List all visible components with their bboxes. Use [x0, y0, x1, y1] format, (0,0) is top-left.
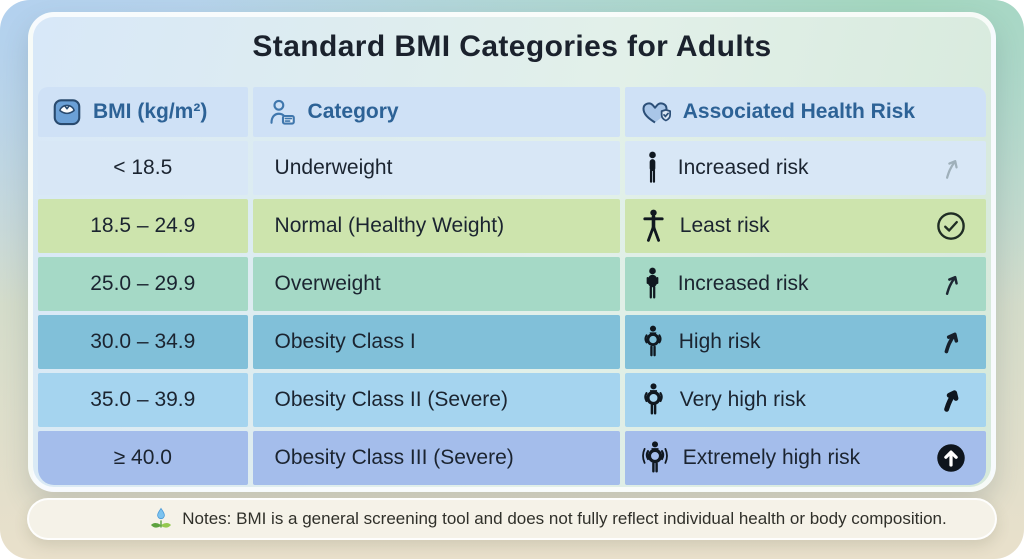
category-cell: Obesity Class II (Severe) — [252, 373, 620, 427]
risk-label: High risk — [678, 330, 761, 353]
bmi-range-cell: 30.0 – 34.9 — [38, 315, 248, 369]
table-row: ≥ 40.0 Obesity Class III (Severe) Extremel… — [38, 431, 986, 485]
table-row: 25.0 – 29.9 Overweight Increased risk — [38, 257, 986, 311]
person-arms-out-icon — [641, 209, 666, 243]
person-belly-icon — [641, 325, 665, 359]
category-cell: Normal (Healthy Weight) — [252, 199, 620, 253]
risk-label: Very high risk — [679, 388, 806, 411]
person-card-icon — [267, 97, 297, 127]
category-cell: Underweight — [252, 141, 620, 195]
page-title: Standard BMI Categories for Adults — [252, 30, 772, 63]
table-row: < 18.5 Underweight Increased risk — [38, 141, 986, 195]
health-risk-cell: Very high risk — [624, 373, 986, 427]
table-row: 35.0 – 39.9 Obesity Class II (Severe) Very… — [38, 373, 986, 427]
health-risk-cell: Increased risk — [624, 141, 986, 195]
sprout-drop-icon — [149, 507, 173, 531]
category-cell: Overweight — [252, 257, 620, 311]
health-risk-cell: Extremely high risk — [624, 431, 986, 485]
health-risk-cell: Least risk — [624, 199, 986, 253]
bmi-card: Standard BMI Categories for Adults BMI (… — [28, 12, 996, 492]
heart-shield-icon — [639, 97, 672, 127]
note-text: Notes: BMI is a general screening tool a… — [182, 509, 947, 528]
arrow-circle-up-icon — [936, 443, 966, 473]
table-row: 30.0 – 34.9 Obesity Class I High risk — [38, 315, 986, 369]
person-mid-icon — [641, 267, 664, 301]
trend-up-icon — [939, 271, 966, 298]
person-belly-rings-icon — [641, 441, 669, 475]
person-thin-icon — [641, 151, 664, 185]
header-label: BMI (kg/m²) — [93, 100, 208, 123]
header-cell-1: Category — [252, 87, 620, 137]
trend-up-bold-icon — [938, 328, 966, 356]
header-label: Associated Health Risk — [682, 100, 916, 123]
health-risk-cell: High risk — [624, 315, 986, 369]
bmi-table: BMI (kg/m²) Category Associated Health Ris… — [38, 87, 986, 489]
risk-label: Increased risk — [677, 156, 809, 179]
person-belly-large-icon — [641, 383, 666, 417]
trend-up-light-icon — [939, 155, 966, 182]
risk-label: Least risk — [679, 214, 770, 237]
category-cell: Obesity Class III (Severe) — [252, 431, 620, 485]
check-circle-icon — [936, 211, 966, 241]
header-cell-0: BMI (kg/m²) — [38, 87, 248, 137]
table-header-row: BMI (kg/m²) Category Associated Health Ris… — [38, 87, 986, 137]
risk-label: Increased risk — [677, 272, 809, 295]
bmi-range-cell: < 18.5 — [38, 141, 248, 195]
bmi-range-cell: 25.0 – 29.9 — [38, 257, 248, 311]
scale-icon — [52, 97, 82, 127]
category-cell: Obesity Class I — [252, 315, 620, 369]
risk-label: Extremely high risk — [682, 446, 861, 469]
health-risk-cell: Increased risk — [624, 257, 986, 311]
trend-up-heavy-icon — [938, 386, 966, 414]
header-label: Category — [307, 100, 399, 123]
table-body: < 18.5 Underweight Increased risk 18.5 – 24… — [38, 141, 986, 485]
table-row: 18.5 – 24.9 Normal (Healthy Weight) Least … — [38, 199, 986, 253]
notes-panel: Notes: BMI is a general screening tool a… — [27, 498, 997, 540]
header-cell-2: Associated Health Risk — [624, 87, 986, 137]
bmi-range-cell: 35.0 – 39.9 — [38, 373, 248, 427]
bmi-range-cell: 18.5 – 24.9 — [38, 199, 248, 253]
bmi-range-cell: ≥ 40.0 — [38, 431, 248, 485]
